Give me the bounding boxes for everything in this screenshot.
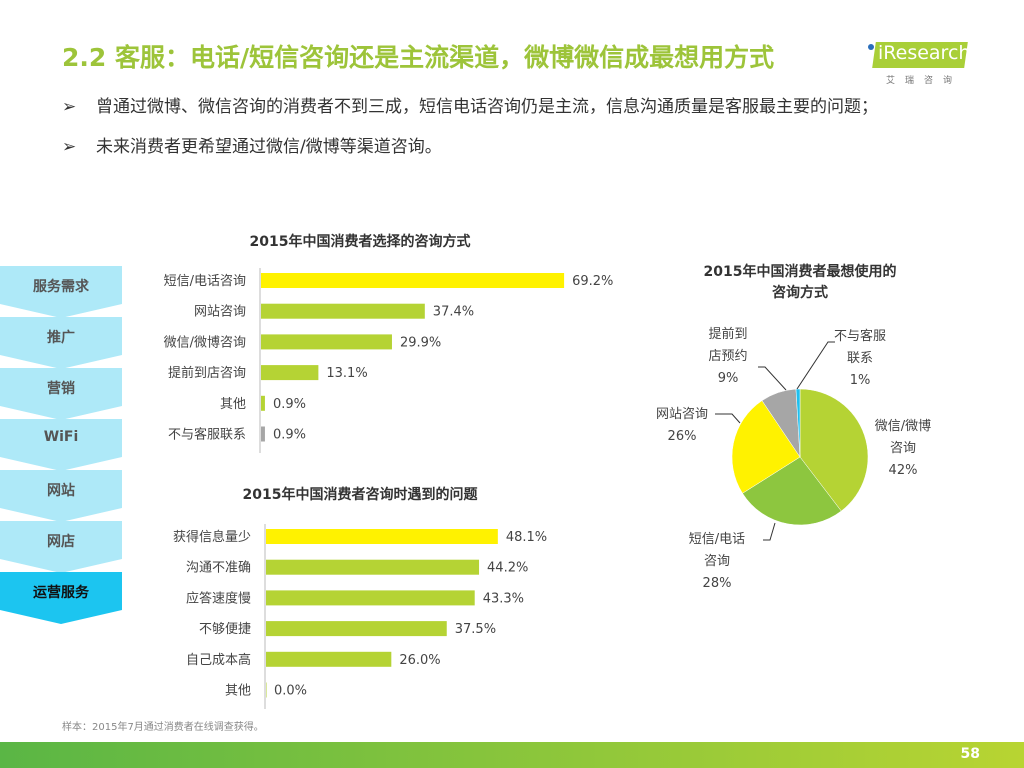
data-label: 37.4% xyxy=(433,305,474,320)
chart1-title: 2015年中国消费者选择的咨询方式 xyxy=(249,234,471,250)
flow-step: 服务需求 xyxy=(0,266,122,318)
flow-step: 网店 xyxy=(0,521,122,573)
bar xyxy=(261,395,265,411)
pie-title-line: 2015年中国消费者最想使用的 xyxy=(703,264,897,280)
flow-step-label: 网店 xyxy=(47,534,75,550)
pie-slice xyxy=(795,388,801,458)
logo-subtext: 艾瑞咨询 xyxy=(886,76,963,86)
bullet-list: 曾通过微博、微信咨询的消费者不到三成，短信电话咨询仍是主流，信息沟通质量是客服最… xyxy=(62,92,962,162)
flow-step: 推广 xyxy=(0,317,122,369)
leader-line xyxy=(715,413,741,424)
bullet-item: 未来消费者更希望通过微信/微博等渠道咨询。 xyxy=(62,132,962,162)
data-label: 0.9% xyxy=(273,428,306,443)
bar xyxy=(266,590,475,606)
flow-step: 网站 xyxy=(0,470,122,522)
category-label: 短信/电话咨询 xyxy=(164,274,246,289)
flow-step-label: WiFi xyxy=(43,429,79,445)
category-label: 自己成本高 xyxy=(186,652,251,668)
data-label: 44.2% xyxy=(487,561,528,576)
data-label: 0.0% xyxy=(274,684,307,699)
iresearch-logo: iResearch 艾瑞咨询 xyxy=(866,36,971,86)
flow-step-label: 运营服务 xyxy=(33,585,89,601)
pie-label: 网站咨询 xyxy=(656,407,708,422)
pie-title: 2015年中国消费者最想使用的 咨询方式 xyxy=(650,262,950,304)
category-label: 应答速度慢 xyxy=(186,590,251,606)
flow-step: WiFi xyxy=(0,419,122,471)
data-label: 37.5% xyxy=(455,622,496,637)
footnote: 样本：2015年7月通过消费者在线调查获得。 xyxy=(62,722,264,733)
flow-step-label: 服务需求 xyxy=(33,279,89,295)
category-label: 沟通不准确 xyxy=(186,561,251,576)
leader-line xyxy=(763,522,776,541)
pie-label: 提前到 xyxy=(708,326,747,342)
pie-slice xyxy=(742,456,842,526)
category-label: 获得信息量少 xyxy=(173,529,251,545)
bar xyxy=(261,273,565,288)
pie-label: 店预约 xyxy=(708,349,747,364)
bar xyxy=(266,651,392,667)
bottom-bar xyxy=(0,742,1024,768)
pie-value-label: 9% xyxy=(718,371,739,386)
data-label: 43.3% xyxy=(483,591,524,606)
pie-label: 咨询 xyxy=(890,441,916,456)
pie-label: 短信/电话 xyxy=(689,532,745,547)
bullet-item: 曾通过微博、微信咨询的消费者不到三成，短信电话咨询仍是主流，信息沟通质量是客服最… xyxy=(62,92,962,122)
leader-line xyxy=(758,366,787,391)
category-label: 提前到店咨询 xyxy=(168,365,246,381)
pie-slice xyxy=(799,388,869,512)
pie-value-label: 42% xyxy=(889,463,918,478)
pie-value-label: 26% xyxy=(668,429,697,444)
bar xyxy=(266,529,498,544)
pie-slice xyxy=(731,400,801,494)
pie-label: 咨询 xyxy=(704,554,730,569)
data-label: 13.1% xyxy=(326,366,367,381)
data-label: 48.1% xyxy=(506,530,547,545)
bar xyxy=(261,426,265,442)
page-number: 58 xyxy=(960,746,980,762)
category-label: 不够便捷 xyxy=(199,622,251,637)
pie-value-label: 1% xyxy=(850,373,871,388)
flow-step-label: 推广 xyxy=(47,330,75,346)
flow-step-label: 营销 xyxy=(47,381,75,397)
bar xyxy=(261,365,319,381)
category-label: 网站咨询 xyxy=(194,305,246,320)
data-label: 26.0% xyxy=(399,653,440,668)
bar xyxy=(261,303,425,319)
chart2-title: 2015年中国消费者咨询时遇到的问题 xyxy=(242,487,478,503)
bar xyxy=(266,559,480,575)
category-label: 不与客服联系 xyxy=(168,427,246,443)
category-label: 其他 xyxy=(225,684,251,699)
bar xyxy=(266,621,447,637)
pie-value-label: 28% xyxy=(703,576,732,591)
page-title: 2.2 客服：电话/短信咨询还是主流渠道，微博微信成最想用方式 xyxy=(62,43,775,72)
data-label: 29.9% xyxy=(400,335,441,350)
data-label: 0.9% xyxy=(273,397,306,412)
pie-label: 联系 xyxy=(847,351,873,366)
category-label: 微信/微博咨询 xyxy=(164,335,246,350)
flow-step: 营销 xyxy=(0,368,122,420)
bar xyxy=(266,682,267,698)
logo-text: iResearch xyxy=(878,42,971,64)
pie-title-line: 咨询方式 xyxy=(772,285,828,301)
leader-line xyxy=(796,341,835,390)
pie-label: 微信/微博 xyxy=(875,419,931,434)
data-label: 69.2% xyxy=(572,274,613,289)
flow-step: 运营服务 xyxy=(0,572,122,624)
category-label: 其他 xyxy=(220,397,246,412)
bar xyxy=(261,334,392,350)
pie-label: 不与客服 xyxy=(834,328,886,344)
flow-step-label: 网站 xyxy=(47,483,75,499)
